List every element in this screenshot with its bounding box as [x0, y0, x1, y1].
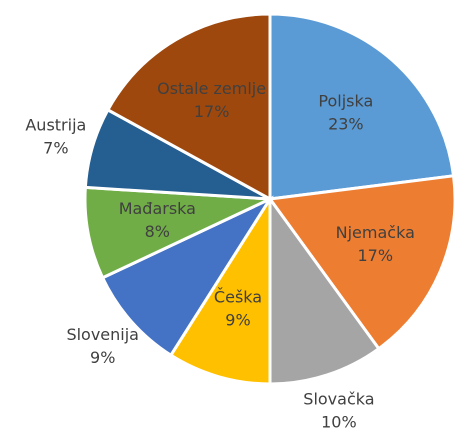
pie-slice	[168, 193, 272, 386]
pie-slice	[268, 12, 456, 201]
slice-value-label: 8%	[145, 222, 170, 241]
slice-label: Slovačka	[303, 390, 374, 409]
pie-slice	[267, 174, 456, 351]
slice-value-label: 17%	[194, 102, 230, 121]
pie-slice	[83, 185, 271, 280]
slice-value-label: 9%	[225, 311, 250, 330]
pie-slice	[100, 195, 275, 358]
slice-label: Češka	[214, 288, 262, 307]
slice-value-label: 23%	[328, 114, 364, 133]
slice-value-label: 10%	[321, 413, 357, 432]
slice-label: Ostale zemlje	[157, 79, 266, 98]
pie-slice	[105, 12, 272, 202]
pie-slice	[268, 194, 381, 386]
slice-label: Mađarska	[119, 199, 196, 218]
slice-value-label: 7%	[43, 138, 68, 157]
slice-label: Poljska	[318, 91, 373, 110]
slice-value-label: 9%	[90, 348, 115, 367]
slice-label: Austrija	[25, 115, 86, 134]
slice-value-label: 17%	[357, 246, 393, 265]
slice-label: Njemačka	[336, 223, 415, 242]
slice-label: Slovenija	[66, 325, 139, 344]
